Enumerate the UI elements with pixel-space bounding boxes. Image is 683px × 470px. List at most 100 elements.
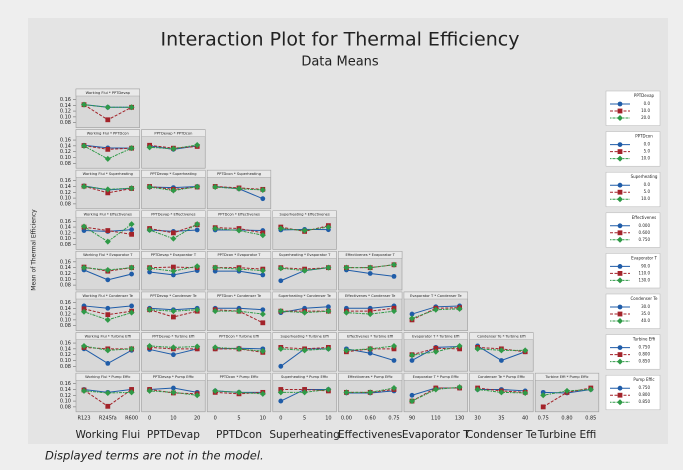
marker [391, 261, 397, 268]
marker [81, 223, 87, 230]
x-tick-label: 0.85 [585, 415, 596, 421]
marker [259, 348, 266, 355]
marker [105, 360, 111, 366]
panel-title: Evaporator T * Pump Effic [413, 375, 459, 379]
panel-title: PPTDcon * Pump Effic [220, 375, 259, 379]
y-tick-label: 0.14 [60, 346, 71, 352]
marker [259, 267, 266, 274]
marker [432, 306, 439, 313]
legend-label: 0.850 [639, 399, 651, 404]
x-factor-label: Turbine Effi [537, 429, 597, 441]
x-tick-label: 20 [194, 415, 200, 421]
marker [212, 387, 219, 394]
legend-box [605, 90, 661, 126]
legend-marker [617, 149, 623, 154]
legend-marker [617, 345, 623, 350]
marker [104, 316, 111, 323]
marker [128, 145, 135, 152]
marker [278, 398, 284, 404]
y-tick-label: 0.10 [60, 114, 71, 120]
panel-title: Effectivenes * Pump Effic [348, 375, 393, 379]
panel-title: Working Flui * Effectivenes [84, 213, 132, 217]
x-tick-label: 130 [455, 415, 465, 421]
panel-title: Condenser Te * Turbine Effi [477, 334, 526, 338]
panel-title: Evaporator T * Condenser Te [410, 294, 462, 298]
panel-strip [403, 373, 468, 381]
y-tick-label: 0.14 [60, 184, 71, 190]
legend-marker [617, 358, 623, 365]
y-tick-label: 0.12 [60, 271, 71, 277]
marker [236, 185, 242, 192]
panel-title: Superheating * Effectivenes [279, 213, 329, 217]
marker [391, 308, 397, 315]
marker [278, 363, 284, 369]
panel-title: PPTDcon * Superheating [217, 172, 261, 176]
marker [81, 101, 87, 108]
marker [171, 230, 176, 236]
x-tick-label: 35 [498, 415, 504, 421]
legend-marker [617, 115, 623, 121]
panel-title: Effectivenes * Evaporator T [346, 253, 396, 257]
legend-label: 0.750 [639, 237, 651, 242]
marker [409, 311, 415, 317]
marker [367, 311, 374, 318]
y-tick-label: 0.16 [60, 138, 71, 144]
marker [277, 265, 284, 272]
marker [194, 183, 201, 190]
y-tick-label: 0.14 [60, 103, 71, 109]
marker [81, 342, 87, 349]
marker [194, 263, 201, 270]
marker [194, 306, 201, 313]
marker [343, 309, 350, 316]
x-factor-label: Evaporator T [402, 429, 470, 441]
marker [260, 272, 266, 278]
marker [105, 305, 111, 311]
marker [146, 265, 153, 272]
legend-label: 0.600 [639, 230, 651, 235]
panel-strip [206, 169, 271, 178]
panel-title: Superheating * Condenser Te [278, 294, 331, 298]
y-tick-label: 0.12 [60, 352, 71, 358]
y-tick-label: 0.16 [60, 259, 71, 265]
panel-strip [206, 332, 271, 340]
panel-strip [75, 88, 140, 97]
marker [170, 389, 177, 396]
marker [564, 387, 570, 394]
legend-label: 10.0 [641, 156, 650, 161]
series-line [149, 223, 198, 240]
legend-label: 0.800 [639, 352, 651, 357]
marker [498, 347, 505, 354]
panel-strip [338, 291, 403, 300]
y-tick-label: 0.08 [60, 283, 71, 289]
chart-title: Interaction Plot for Thermal Efficiency [161, 29, 520, 51]
marker [81, 264, 87, 271]
marker [105, 146, 111, 152]
panel-strip [206, 373, 271, 381]
marker [171, 352, 176, 358]
panel-title: Superheating * Evaporator T [279, 253, 331, 257]
panel-strip [272, 332, 337, 340]
marker [236, 389, 242, 396]
marker [260, 320, 266, 326]
chart-subtitle: Data Means [301, 55, 379, 70]
marker [301, 309, 308, 316]
marker [105, 117, 111, 123]
panel-title: PPTDevap * Evaporator T [151, 253, 197, 257]
legend-marker [617, 142, 623, 148]
legend-marker [617, 230, 623, 236]
marker [260, 196, 266, 202]
y-tick-label: 0.14 [60, 306, 71, 312]
marker [212, 225, 219, 232]
marker [498, 389, 505, 396]
legend-label: 20.0 [641, 115, 650, 120]
y-tick-label: 0.10 [60, 196, 71, 202]
y-tick-label: 0.10 [60, 277, 71, 283]
y-tick-label: 0.10 [60, 236, 71, 242]
panel-strip [75, 169, 140, 178]
marker [146, 306, 153, 313]
legend-label: 30.0 [641, 304, 650, 309]
legend-title: Effectivenes [632, 215, 657, 220]
panel-title: PPTDcon * Evaporator T [217, 253, 261, 257]
marker [278, 278, 284, 284]
y-tick-label: 0.16 [60, 178, 71, 184]
